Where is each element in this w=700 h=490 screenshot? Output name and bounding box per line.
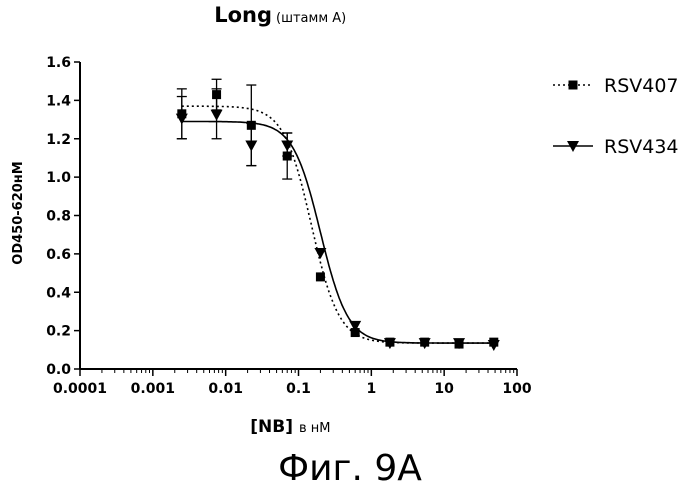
y-tick-label: 1.0	[46, 170, 71, 186]
data-point-rsv434	[245, 141, 257, 152]
data-point-rsv407	[247, 121, 256, 130]
y-tick-label: 0.6	[46, 247, 71, 263]
chart-title: Long	[214, 3, 272, 27]
chart: Long (штамм А) OD450-620нМ [NB] в нМ 0.0…	[0, 0, 700, 448]
fit-curve-rsv407	[182, 106, 494, 343]
y-tick-label: 0.8	[46, 209, 71, 225]
fit-curve-rsv434	[182, 122, 494, 344]
legend-marker-rsv407	[569, 81, 578, 90]
x-axis-unit: в нМ	[299, 421, 331, 436]
fit-curves	[182, 106, 494, 343]
data-point-rsv434	[211, 110, 223, 121]
legend-label-rsv407: RSV407	[604, 75, 679, 97]
x-tick-label: 0.0001	[53, 381, 107, 397]
x-tick-label: 0.1	[286, 381, 311, 397]
y-tick-label: 0.0	[46, 362, 71, 378]
x-tick-label: 0.001	[131, 381, 175, 397]
data-points	[176, 90, 500, 351]
data-point-rsv434	[314, 248, 326, 259]
x-axis-label: [NB]	[250, 417, 293, 437]
data-point-rsv407	[283, 152, 292, 161]
y-tick-label: 0.2	[46, 324, 71, 340]
data-point-rsv434	[176, 114, 188, 125]
figure-caption: Фиг. 9А	[0, 448, 700, 489]
y-tick-label: 1.2	[46, 132, 71, 148]
y-tick-label: 0.4	[46, 285, 71, 301]
y-tick-label: 1.4	[46, 93, 71, 109]
data-point-rsv407	[212, 90, 221, 99]
legend: RSV407 RSV434	[553, 75, 679, 158]
chart-title-suffix: (штамм А)	[276, 11, 346, 26]
x-tick-label: 100	[502, 381, 531, 397]
x-tick-label: 10	[434, 381, 454, 397]
x-tick-label: 0.01	[208, 381, 243, 397]
data-point-rsv407	[316, 272, 325, 281]
y-axis-label: OD450-620нМ	[11, 161, 26, 264]
legend-label-rsv434: RSV434	[604, 136, 679, 158]
x-tick-label: 1	[366, 381, 376, 397]
y-tick-label: 1.6	[46, 55, 71, 71]
